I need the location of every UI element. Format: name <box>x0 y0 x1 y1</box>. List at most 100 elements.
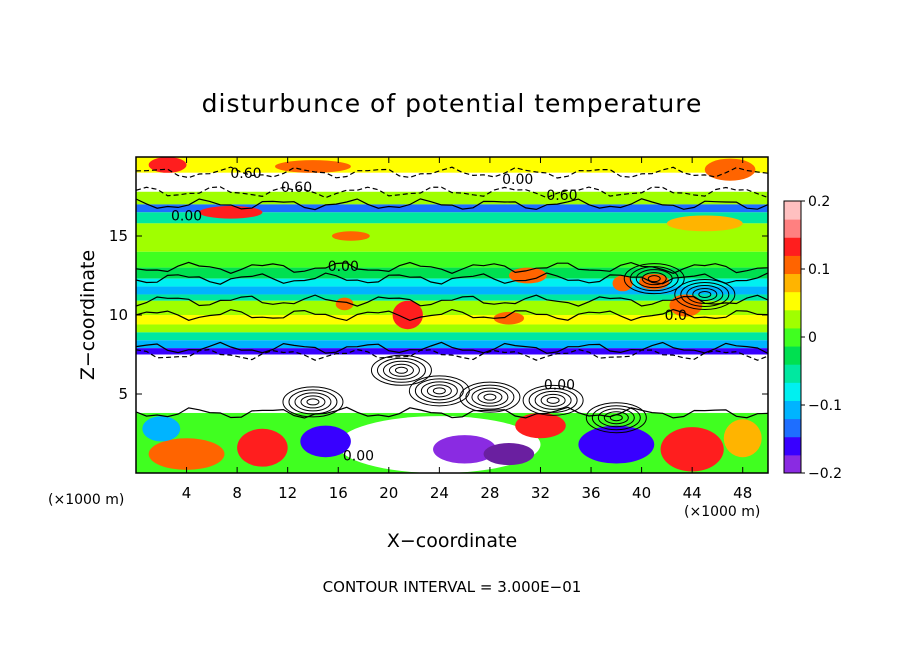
colorbar-segment-14 <box>784 201 801 220</box>
heatmap-patches <box>142 157 762 473</box>
contour-label-3: 0.60 <box>546 188 577 204</box>
contour-line-5 <box>136 294 768 307</box>
colorbar-tick-label-3: −0.1 <box>808 398 842 414</box>
x-tick-label-0: 4 <box>182 484 192 502</box>
heatmap-patch-6 <box>148 438 225 470</box>
contour-cluster-3-2 <box>477 390 503 404</box>
contour-cluster-1-1 <box>394 366 408 374</box>
heatmap-patch-20 <box>148 157 187 173</box>
heatmap-patch-17 <box>335 297 354 311</box>
colorbar-segment-1 <box>784 436 801 456</box>
colorbar: 0.2 0.1 0 −0.1 −0.2 <box>783 194 842 482</box>
heatmap-band-2 <box>136 191 768 205</box>
x-tick-label-4: 20 <box>379 484 398 502</box>
contour-label-5: 0.00 <box>328 259 359 275</box>
contour-line-2 <box>136 198 768 211</box>
contour-cluster-7-2 <box>692 287 718 301</box>
colorbar-segment-4 <box>784 382 801 401</box>
heatmap-patch-10 <box>723 419 762 458</box>
contour-cluster-7-5 <box>674 278 736 310</box>
heatmap-band-17 <box>136 354 768 413</box>
heatmap-band-9 <box>136 286 768 295</box>
heatmap-patch-21 <box>275 160 351 173</box>
y-axis-label: Z−coordinate <box>77 250 99 380</box>
heatmap-patch-11 <box>392 300 423 330</box>
contour-cluster-0-2 <box>300 395 326 409</box>
heatmap-band-6 <box>136 251 768 268</box>
colorbar-segment-8 <box>784 309 801 329</box>
contour-interval-note: CONTOUR INTERVAL = 3.000E−01 <box>323 578 582 596</box>
contour-label-7: 0.00 <box>544 378 575 394</box>
contour-cluster-5-3 <box>597 408 635 428</box>
colorbar-segment-10 <box>784 273 801 293</box>
colorbar-segment-9 <box>784 291 801 311</box>
colorbar-segment-11 <box>784 255 801 275</box>
contour-cluster-5-4 <box>591 405 641 431</box>
colorbar-segment-13 <box>784 219 801 238</box>
heatmap-band-4 <box>136 212 768 224</box>
heatmap-band-10 <box>136 294 768 301</box>
contour-cluster-3-1 <box>483 393 497 401</box>
heatmap-band-12 <box>136 315 768 325</box>
contour-cluster-2-4 <box>414 378 464 404</box>
colorbar-segment-7 <box>784 327 801 347</box>
heatmap-band-14 <box>136 332 768 341</box>
colorbar-tick-label-4: −0.2 <box>808 466 842 482</box>
contour-cluster-5-1 <box>609 414 623 422</box>
x-tick-label-5: 24 <box>430 484 449 502</box>
contour-cluster-6-5 <box>623 263 685 295</box>
x-tick-label-11: 48 <box>733 484 752 502</box>
contour-label-8: 0.00 <box>343 449 374 465</box>
x-tick-label-8: 36 <box>581 484 600 502</box>
contour-label-2: 0.00 <box>502 172 533 188</box>
x-tick-label-9: 40 <box>632 484 651 502</box>
contour-cluster-4-5 <box>522 384 584 416</box>
heatmap-patch-7 <box>237 428 288 467</box>
heatmap-patch-22 <box>704 158 756 181</box>
heatmap-patch-13 <box>493 311 525 325</box>
heatmap-band-13 <box>136 324 768 333</box>
contour-cluster-1-2 <box>388 363 414 377</box>
contour-cluster-3-5 <box>459 381 521 413</box>
x-axis-label: X−coordinate <box>387 530 517 552</box>
heatmap-patch-5 <box>660 427 724 472</box>
contour-line-3 <box>136 261 768 274</box>
contour-line-7 <box>136 341 768 355</box>
x-tick-label-7: 32 <box>531 484 550 502</box>
x-axis-ticks: 4 8 12 16 20 24 28 32 36 40 44 48 <box>182 157 752 502</box>
heatmap-patch-19 <box>666 215 743 232</box>
contour-cluster-0-5 <box>282 386 344 418</box>
colorbar-segment-3 <box>784 400 801 420</box>
colorbar-tick-label-2: 0 <box>808 330 817 346</box>
contour-label-1: 0.60 <box>281 180 312 196</box>
heatmap-patch-3 <box>483 442 535 466</box>
contour-line-0 <box>136 166 768 179</box>
contour-cluster-3-4 <box>465 384 515 410</box>
chart-title: disturbunce of potential temperature <box>202 89 703 118</box>
contour-cluster-1-4 <box>376 357 426 383</box>
heatmap-band-15 <box>136 340 768 349</box>
contour-label-0: 0.60 <box>230 166 261 182</box>
contour-cluster-3-3 <box>471 387 509 407</box>
contour-cluster-2-2 <box>426 384 452 398</box>
y-unit-label: (×1000 m) <box>48 492 124 508</box>
contour-cluster-4-1 <box>546 396 560 404</box>
heatmap-patch-1 <box>300 425 351 458</box>
heatmap-band-8 <box>136 278 768 287</box>
heatmap-band-16 <box>136 348 768 355</box>
contour-cluster-7-4 <box>680 281 730 307</box>
x-tick-label-10: 44 <box>683 484 702 502</box>
contour-label-6: 0.0 <box>665 308 687 324</box>
x-unit-label: (×1000 m) <box>684 504 760 520</box>
x-tick-label-6: 28 <box>480 484 499 502</box>
contour-cluster-1-5 <box>370 354 432 386</box>
contour-cluster-5-2 <box>603 411 629 425</box>
contour-cluster-0-3 <box>294 392 332 412</box>
plot-area: 0.60 0.60 0.00 0.60 0.00 0.00 0.0 0.00 0.00 <box>136 157 768 473</box>
y-axis-ticks: 5 10 15 <box>109 227 768 403</box>
heatmap-patch-14 <box>612 275 633 292</box>
contour-cluster-4-3 <box>534 390 572 410</box>
colorbar-segment-0 <box>784 454 801 474</box>
contour-cluster-6-3 <box>635 269 673 289</box>
